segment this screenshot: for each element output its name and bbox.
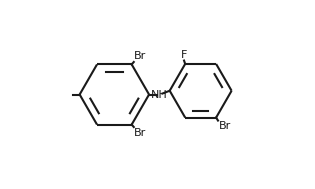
Text: NH: NH: [151, 90, 168, 99]
Text: Br: Br: [134, 51, 146, 61]
Text: F: F: [181, 50, 187, 60]
Text: Br: Br: [134, 128, 146, 138]
Text: Br: Br: [219, 121, 231, 131]
